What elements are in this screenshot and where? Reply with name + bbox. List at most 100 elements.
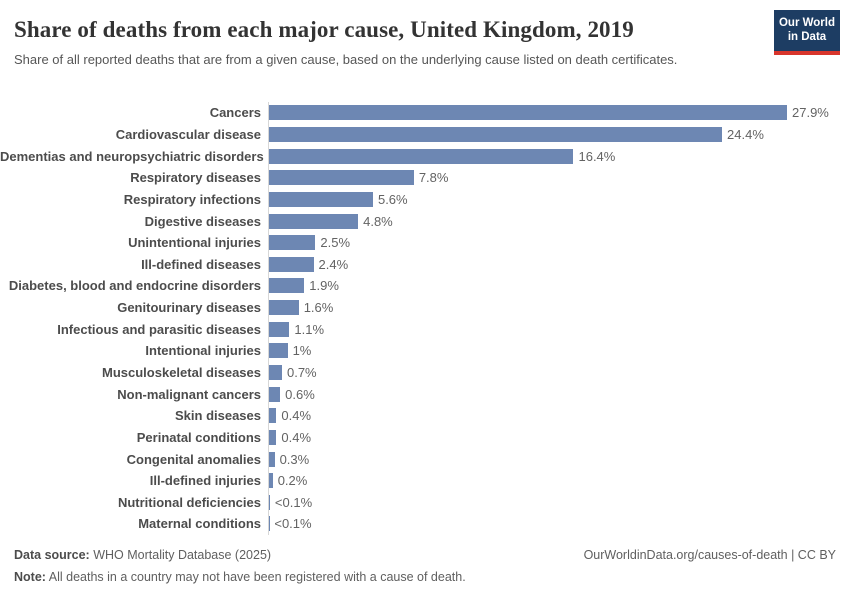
- bar[interactable]: [269, 148, 574, 164]
- plot-area: <0.1%: [268, 513, 850, 535]
- plot-area: 1%: [268, 340, 850, 362]
- owid-logo-line2: in Data: [787, 31, 827, 43]
- bar[interactable]: [269, 126, 723, 142]
- plot-area: 2.4%: [268, 253, 850, 276]
- footer-left: Data source: WHO Mortality Database (202…: [14, 545, 466, 588]
- value-label: <0.1%: [274, 516, 312, 532]
- plot-area: 2.5%: [268, 231, 850, 254]
- chart-footer: Data source: WHO Mortality Database (202…: [14, 545, 836, 588]
- bar[interactable]: [269, 408, 277, 424]
- bar-row: Skin diseases 0.4%: [0, 404, 850, 427]
- category-label: Diabetes, blood and endocrine disorders: [8, 278, 261, 294]
- category-label: Nutritional deficiencies: [117, 494, 261, 510]
- bar-row: Musculoskeletal diseases 0.7%: [0, 361, 850, 384]
- chart-header: Share of deaths from each major cause, U…: [14, 16, 840, 70]
- category-label: Skin diseases: [175, 408, 261, 424]
- bar-row: Nutritional deficiencies <0.1%: [0, 491, 850, 514]
- data-source-value: WHO Mortality Database (2025): [93, 548, 272, 562]
- note-label: Note:: [14, 569, 46, 584]
- value-label: 16.4%: [578, 148, 616, 164]
- bar[interactable]: [269, 473, 273, 489]
- bar[interactable]: [269, 429, 277, 445]
- bar[interactable]: [269, 321, 290, 337]
- value-label: <0.1%: [274, 494, 313, 510]
- category-label: Unintentional injuries: [128, 235, 261, 251]
- category-label: Dementias and neuropsychiatric disorders: [0, 148, 264, 164]
- category-label: Infectious and parasitic diseases: [57, 321, 261, 337]
- value-label: 0.6%: [285, 386, 315, 402]
- bar-row: Respiratory infections 5.6%: [0, 188, 850, 211]
- plot-area: 0.7%: [268, 361, 850, 384]
- category-label: Cancers: [209, 105, 261, 121]
- bar[interactable]: [269, 451, 275, 467]
- plot-area: 0.6%: [268, 383, 850, 405]
- value-label: 0.2%: [277, 473, 308, 489]
- owid-logo-line1: Our World: [778, 17, 835, 29]
- bar-row: Non-malignant cancers 0.6%: [0, 383, 850, 405]
- value-label: 0.4%: [281, 429, 312, 445]
- bar[interactable]: [269, 191, 373, 207]
- bar-row: Respiratory diseases 7.8%: [0, 166, 850, 189]
- bar-row: Ill-defined diseases 2.4%: [0, 253, 850, 276]
- bar[interactable]: [269, 278, 305, 294]
- bar[interactable]: [269, 365, 282, 380]
- bar-chart: Cancers 27.9% Cardiovascular disease 24.4% D…: [0, 102, 850, 535]
- value-label: 1.6%: [303, 300, 334, 316]
- bar[interactable]: [269, 386, 281, 402]
- category-label: Maternal conditions: [138, 516, 261, 532]
- value-label: 0.4%: [281, 408, 312, 424]
- value-label: 2.5%: [320, 235, 351, 251]
- bar-row: Ill-defined injuries 0.2%: [0, 469, 850, 492]
- plot-area: 4.8%: [268, 210, 850, 232]
- value-label: 4.8%: [363, 213, 393, 229]
- category-label: Ill-defined injuries: [149, 473, 261, 489]
- category-label: Intentional injuries: [145, 343, 261, 359]
- value-label: 1%: [292, 343, 312, 359]
- bar[interactable]: [269, 494, 270, 510]
- bar-row: Congenital anomalies 0.3%: [0, 448, 850, 470]
- value-label: 2.4%: [318, 256, 349, 272]
- category-label: Respiratory diseases: [130, 170, 261, 186]
- category-label: Musculoskeletal diseases: [102, 365, 261, 380]
- plot-area: 16.4%: [268, 145, 850, 167]
- value-label: 0.3%: [279, 451, 310, 467]
- data-source-label: Data source:: [14, 548, 90, 562]
- plot-area: 1.1%: [268, 318, 850, 341]
- bar-row: Infectious and parasitic diseases 1.1%: [0, 318, 850, 341]
- bar[interactable]: [269, 213, 359, 229]
- bar[interactable]: [269, 235, 316, 251]
- category-label: Cardiovascular disease: [115, 126, 261, 142]
- bar[interactable]: [269, 300, 299, 316]
- value-label: 24.4%: [727, 126, 764, 142]
- plot-area: 0.4%: [268, 404, 850, 427]
- data-source-line: Data source: WHO Mortality Database (202…: [14, 545, 466, 567]
- note-value: All deaths in a country may not have bee…: [48, 569, 466, 584]
- plot-area: 1.6%: [268, 296, 850, 319]
- plot-area: 7.8%: [268, 166, 850, 189]
- bar-row: Intentional injuries 1%: [0, 340, 850, 362]
- category-label: Congenital anomalies: [126, 451, 261, 467]
- bar[interactable]: [269, 256, 314, 272]
- value-label: 0.7%: [286, 365, 317, 380]
- plot-area: 0.4%: [268, 426, 850, 449]
- bar-row: Diabetes, blood and endocrine disorders 1…: [0, 275, 850, 297]
- category-label: Non-malignant cancers: [117, 386, 261, 402]
- value-label: 7.8%: [418, 170, 449, 186]
- bar[interactable]: [269, 170, 414, 186]
- bar-row: Unintentional injuries 2.5%: [0, 231, 850, 254]
- bar-row: Perinatal conditions 0.4%: [0, 426, 850, 449]
- value-label: 1.9%: [309, 278, 339, 294]
- chart-subtitle: Share of all reported deaths that are fr…: [14, 52, 678, 67]
- category-label: Digestive diseases: [144, 213, 261, 229]
- category-label: Genitourinary diseases: [117, 300, 261, 316]
- owid-logo[interactable]: Our World in Data: [774, 10, 840, 55]
- owid-citation-link[interactable]: OurWorldinData.org/causes-of-death | CC …: [583, 548, 836, 562]
- note-line: Note: All deaths in a country may not ha…: [14, 567, 466, 589]
- value-label: 1.1%: [294, 321, 325, 337]
- category-label: Perinatal conditions: [136, 429, 261, 445]
- bar-row: Cancers 27.9%: [0, 102, 850, 124]
- bar[interactable]: [269, 105, 787, 121]
- bar[interactable]: [269, 343, 288, 359]
- page-title: Share of deaths from each major cause, U…: [14, 17, 634, 42]
- category-label: Respiratory infections: [123, 191, 261, 207]
